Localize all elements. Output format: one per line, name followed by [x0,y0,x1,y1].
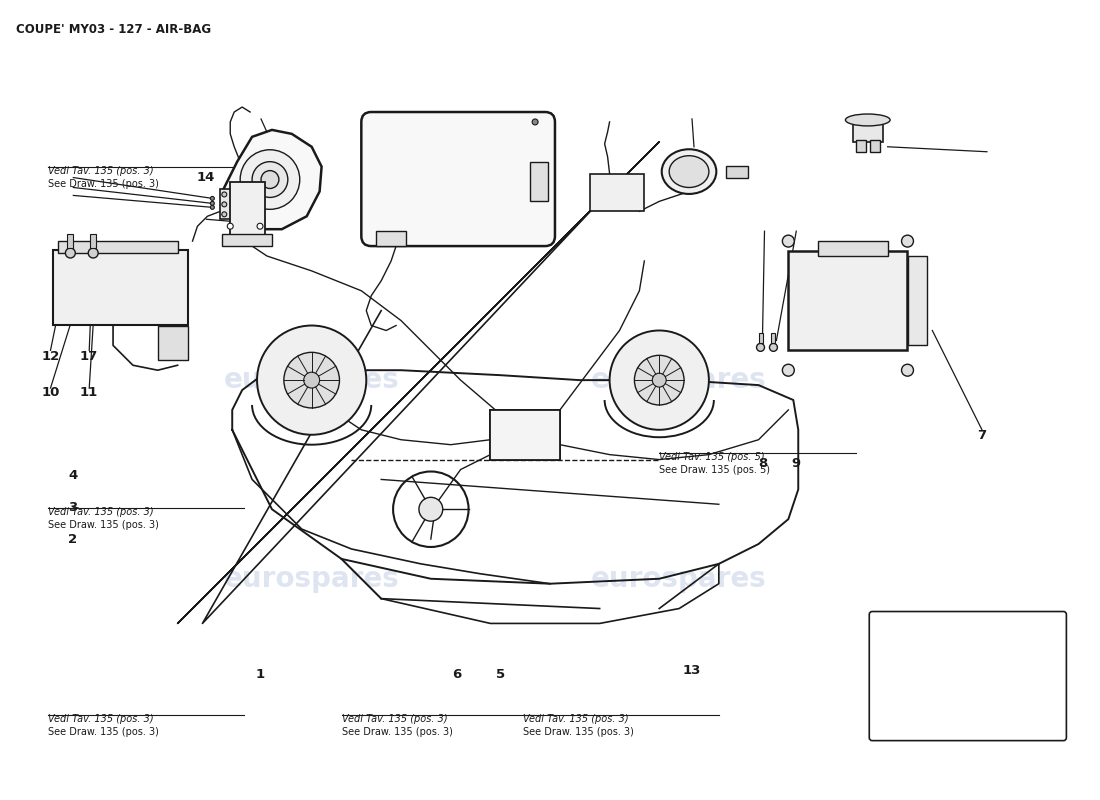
Circle shape [65,248,75,258]
Bar [852,122,882,142]
Text: 14: 14 [197,171,216,184]
Circle shape [782,364,794,376]
Circle shape [257,326,366,434]
Text: 11: 11 [80,386,98,398]
Bar [67,234,74,248]
Text: 17: 17 [80,350,98,363]
Bar [908,256,927,346]
Circle shape [257,223,263,229]
Text: See Draw. 135 (pos. 3): See Draw. 135 (pos. 3) [342,726,453,737]
Circle shape [304,372,320,388]
Text: COUPE' MY03 - 127 - AIR-BAG: COUPE' MY03 - 127 - AIR-BAG [15,22,211,36]
Text: USA - CDN - AUS - J: USA - CDN - AUS - J [921,619,1014,629]
Circle shape [757,343,764,351]
Bar [58,241,177,253]
Text: eurospares: eurospares [223,366,399,394]
Text: Vedi Tav. 135 (pos. 3): Vedi Tav. 135 (pos. 3) [342,714,448,724]
Bar [491,410,560,459]
Circle shape [252,162,288,198]
Polygon shape [222,130,321,229]
Bar [491,410,560,459]
Text: See Draw. 135 (pos. 3): See Draw. 135 (pos. 3) [47,726,158,737]
Text: See Draw. 135 (pos. 5): See Draw. 135 (pos. 5) [659,465,770,474]
Circle shape [902,235,913,247]
Circle shape [210,206,214,210]
Text: 12: 12 [42,350,59,363]
Text: eurospares: eurospares [591,366,767,394]
Bar [220,190,242,219]
Bar [771,334,775,343]
Bar [590,174,645,211]
Bar [870,140,880,152]
Bar [818,241,888,256]
Circle shape [240,150,300,210]
Circle shape [228,223,233,229]
Text: 7: 7 [977,430,986,442]
Circle shape [902,364,913,376]
Ellipse shape [669,156,708,187]
Circle shape [284,352,340,408]
Text: Vedi Tav. 135 (pos. 3): Vedi Tav. 135 (pos. 3) [47,166,153,176]
Bar [230,182,265,236]
Ellipse shape [846,114,890,126]
Circle shape [222,202,227,207]
Text: 5: 5 [496,667,505,681]
Circle shape [652,373,667,387]
Text: 10: 10 [42,386,60,398]
Circle shape [770,343,778,351]
Bar [157,326,187,360]
Bar [376,231,406,246]
Circle shape [222,192,227,197]
Circle shape [532,119,538,125]
Bar [856,140,866,152]
Ellipse shape [662,150,716,194]
Bar [222,234,272,246]
Bar [90,234,96,248]
Bar [726,166,748,178]
Text: 4: 4 [68,469,77,482]
Text: 2: 2 [68,533,77,546]
Circle shape [222,212,227,217]
FancyBboxPatch shape [869,611,1066,741]
Bar [530,162,548,202]
Text: 1: 1 [256,667,265,681]
Text: See Draw. 135 (pos. 3): See Draw. 135 (pos. 3) [47,520,158,530]
Bar [54,250,187,325]
Text: 16: 16 [235,171,253,184]
Text: eurospares: eurospares [591,565,767,593]
Text: Vedi Tav. 135 (pos. 5): Vedi Tav. 135 (pos. 5) [659,452,764,462]
Text: 3: 3 [68,501,77,514]
Circle shape [210,202,214,206]
Text: See Draw. 135 (pos. 3): See Draw. 135 (pos. 3) [522,726,634,737]
Circle shape [419,498,442,521]
Circle shape [210,197,214,200]
Text: 6: 6 [452,667,462,681]
Text: 9: 9 [791,457,801,470]
Circle shape [782,235,794,247]
Text: 13: 13 [683,664,701,677]
Text: 8: 8 [758,457,768,470]
Text: See Draw. 135 (pos. 3): See Draw. 135 (pos. 3) [47,178,158,189]
Bar [789,251,907,350]
Text: 15: 15 [273,171,292,184]
Circle shape [609,330,708,430]
Circle shape [88,248,98,258]
Circle shape [261,170,279,189]
Text: Vedi Tav. 135 (pos. 3): Vedi Tav. 135 (pos. 3) [47,507,153,518]
Text: Vedi Tav. 135 (pos. 3): Vedi Tav. 135 (pos. 3) [522,714,628,724]
Circle shape [635,355,684,405]
FancyBboxPatch shape [361,112,556,246]
Bar [759,334,762,343]
Text: 18: 18 [978,664,997,677]
Text: eurospares: eurospares [223,565,399,593]
Text: Vedi Tav. 135 (pos. 3): Vedi Tav. 135 (pos. 3) [47,714,153,724]
